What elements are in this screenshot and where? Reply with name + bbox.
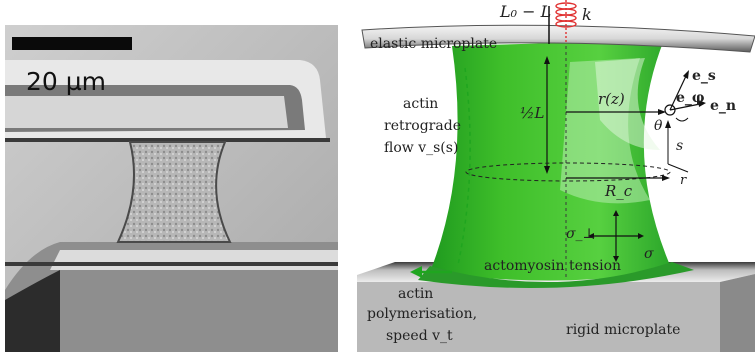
spring-icon: [555, 0, 577, 44]
schematic-panel: L₀ − L k elastic microplate actin retrog…: [357, 0, 755, 352]
Rc-label: R_c: [604, 182, 633, 200]
elastic-microplate: [361, 24, 755, 53]
poly-label-2: polymerisation,: [367, 306, 477, 322]
stress-arrows: [592, 214, 640, 258]
poly-label-3: speed v_t: [386, 328, 453, 344]
scale-bar-label: 20 µm: [26, 67, 106, 96]
elastic-plate-label: elastic microplate: [370, 36, 497, 52]
flow-label-2: retrograde: [384, 118, 461, 134]
e-phi-label: e_φ: [676, 90, 705, 106]
half-L-label: ½L: [520, 104, 545, 122]
flow-label-3: flow v_s(s): [384, 140, 458, 156]
sigma-label: σ: [644, 246, 654, 262]
spring-label: k: [582, 5, 592, 24]
rz-label: r(z): [598, 90, 625, 108]
rigid-plate-label: rigid microplate: [566, 322, 680, 338]
tension-label: actomyosin tension: [484, 258, 621, 274]
flow-label-1: actin: [403, 96, 438, 112]
poly-label-1: actin: [398, 286, 433, 302]
theta-label: θ: [654, 118, 663, 134]
e-n-label: e_n: [710, 98, 736, 114]
s-label: s: [676, 138, 683, 154]
micrograph-panel: 20 µm: [5, 25, 338, 352]
top-length-label: L₀ − L: [499, 2, 551, 21]
scale-bar: [12, 37, 132, 50]
e-s-label: e_s: [692, 68, 716, 84]
r-axis-label: r: [680, 173, 687, 188]
sigma-perp-label: σ_⊥: [566, 226, 596, 242]
